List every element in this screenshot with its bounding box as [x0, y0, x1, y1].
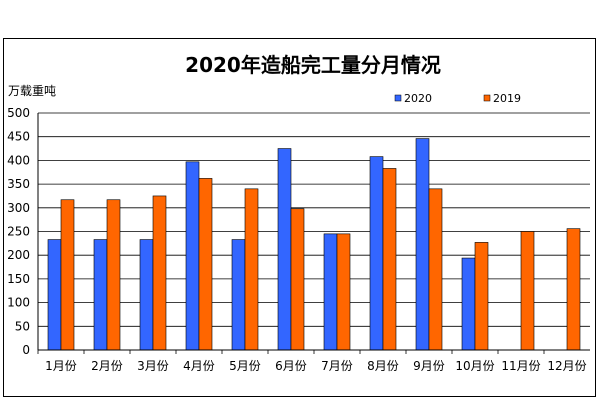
x-tick-label: 8月份 [367, 359, 399, 373]
bar-2020-1 [47, 239, 62, 351]
bar-2020-6 [277, 148, 292, 351]
y-tick-label: 50 [15, 319, 30, 333]
x-tick-label: 10月份 [455, 359, 494, 373]
chart-frame [3, 38, 596, 397]
bar-2020-2 [93, 239, 108, 351]
axes [37, 113, 590, 351]
y-tick-label: 200 [7, 248, 30, 262]
x-tick-label: 6月份 [275, 359, 307, 373]
bar-2019-6 [290, 208, 305, 351]
x-tick-label: 3月份 [137, 359, 169, 373]
bar-2020-9 [415, 138, 430, 351]
y-tick-label: 500 [7, 106, 30, 120]
bar-2019-10 [474, 242, 489, 351]
chart-title: 2020年造船完工量分月情况 [185, 53, 441, 77]
x-tick-label: 2月份 [91, 359, 123, 373]
bar-2020-5 [231, 239, 246, 351]
bars [47, 138, 581, 351]
x-tick-label: 4月份 [183, 359, 215, 373]
bar-2019-9 [428, 188, 443, 351]
x-tick-label: 5月份 [229, 359, 261, 373]
y-tick-label: 250 [7, 225, 30, 239]
bar-2019-7 [336, 233, 351, 351]
y-tick-label: 100 [7, 296, 30, 310]
bar-2019-5 [244, 188, 259, 351]
bar-2019-2 [106, 199, 121, 351]
y-tick-label: 350 [7, 177, 30, 191]
x-tick-label: 12月份 [547, 359, 586, 373]
legend-swatch-2020 [394, 94, 402, 102]
bar-2020-7 [323, 233, 338, 351]
y-tick-label: 300 [7, 201, 30, 215]
bar-2020-3 [139, 239, 154, 351]
gridlines [38, 112, 590, 327]
y-tick-label: 400 [7, 153, 30, 167]
legend-swatch-2019 [483, 94, 491, 102]
y-tick-label: 450 [7, 130, 30, 144]
y-tick-label: 0 [22, 343, 30, 357]
bar-2020-8 [369, 156, 384, 351]
x-tick-label: 7月份 [321, 359, 353, 373]
y-tick-label: 150 [7, 272, 30, 286]
x-tick-label: 1月份 [45, 359, 77, 373]
bar-2019-11 [520, 231, 535, 351]
x-tick-labels: 1月份 2月份 3月份 4月份 5月份 6月份 7月份 8月份 9月份 10月份 11月份 12月份 [37, 350, 587, 373]
legend-label-2019: 2019 [493, 92, 521, 105]
y-tick-labels: 0 50 100 150 200 250 300 350 400 450 500 [7, 106, 30, 357]
legend-label-2020: 2020 [404, 92, 432, 105]
bar-2019-4 [198, 178, 213, 351]
bar-2020-10 [461, 257, 476, 351]
bar-2019-12 [566, 228, 581, 351]
bar-2019-1 [60, 199, 75, 351]
x-tick-label: 11月份 [501, 359, 540, 373]
legend: 2020 2019 [394, 92, 521, 105]
bar-2019-3 [152, 195, 167, 351]
bar-2020-4 [185, 161, 200, 351]
y-axis-label: 万载重吨 [8, 84, 56, 98]
bar-2019-8 [382, 168, 397, 351]
x-tick-label: 9月份 [413, 359, 445, 373]
